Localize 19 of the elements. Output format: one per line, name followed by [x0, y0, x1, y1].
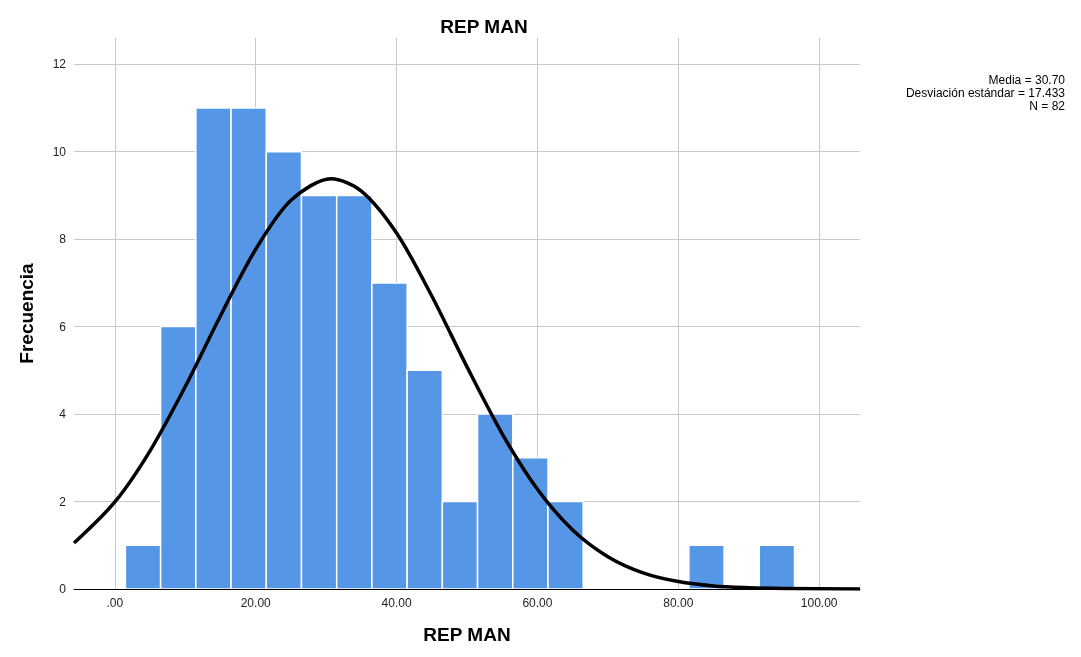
x-tick-label: 20.00 — [240, 596, 272, 610]
y-tick-label: 10 — [52, 144, 67, 159]
x-tick-label: 100.00 — [800, 596, 838, 610]
y-tick-label: 4 — [59, 407, 67, 422]
y-axis-title: Frecuencia — [16, 262, 37, 364]
text: Media = 30.70 — [988, 73, 1066, 87]
y-tick-label: 2 — [59, 494, 67, 509]
text: Desviación estándar = 17.433 — [905, 86, 1066, 100]
chart-title: REP MAN — [440, 16, 528, 37]
x-tick-label: 40.00 — [381, 596, 412, 610]
x-tick-label: 60.00 — [522, 596, 553, 610]
x-axis-title: REP MAN — [423, 624, 511, 645]
x-tick-label: 80.00 — [663, 596, 694, 610]
y-tick-label: 6 — [59, 319, 67, 334]
y-tick-label: 12 — [52, 57, 67, 72]
x-tick-label: .00 — [106, 596, 124, 610]
y-tick-label: 0 — [59, 582, 67, 596]
text: N = 82 — [1029, 99, 1066, 113]
y-tick-label: 8 — [59, 232, 67, 247]
